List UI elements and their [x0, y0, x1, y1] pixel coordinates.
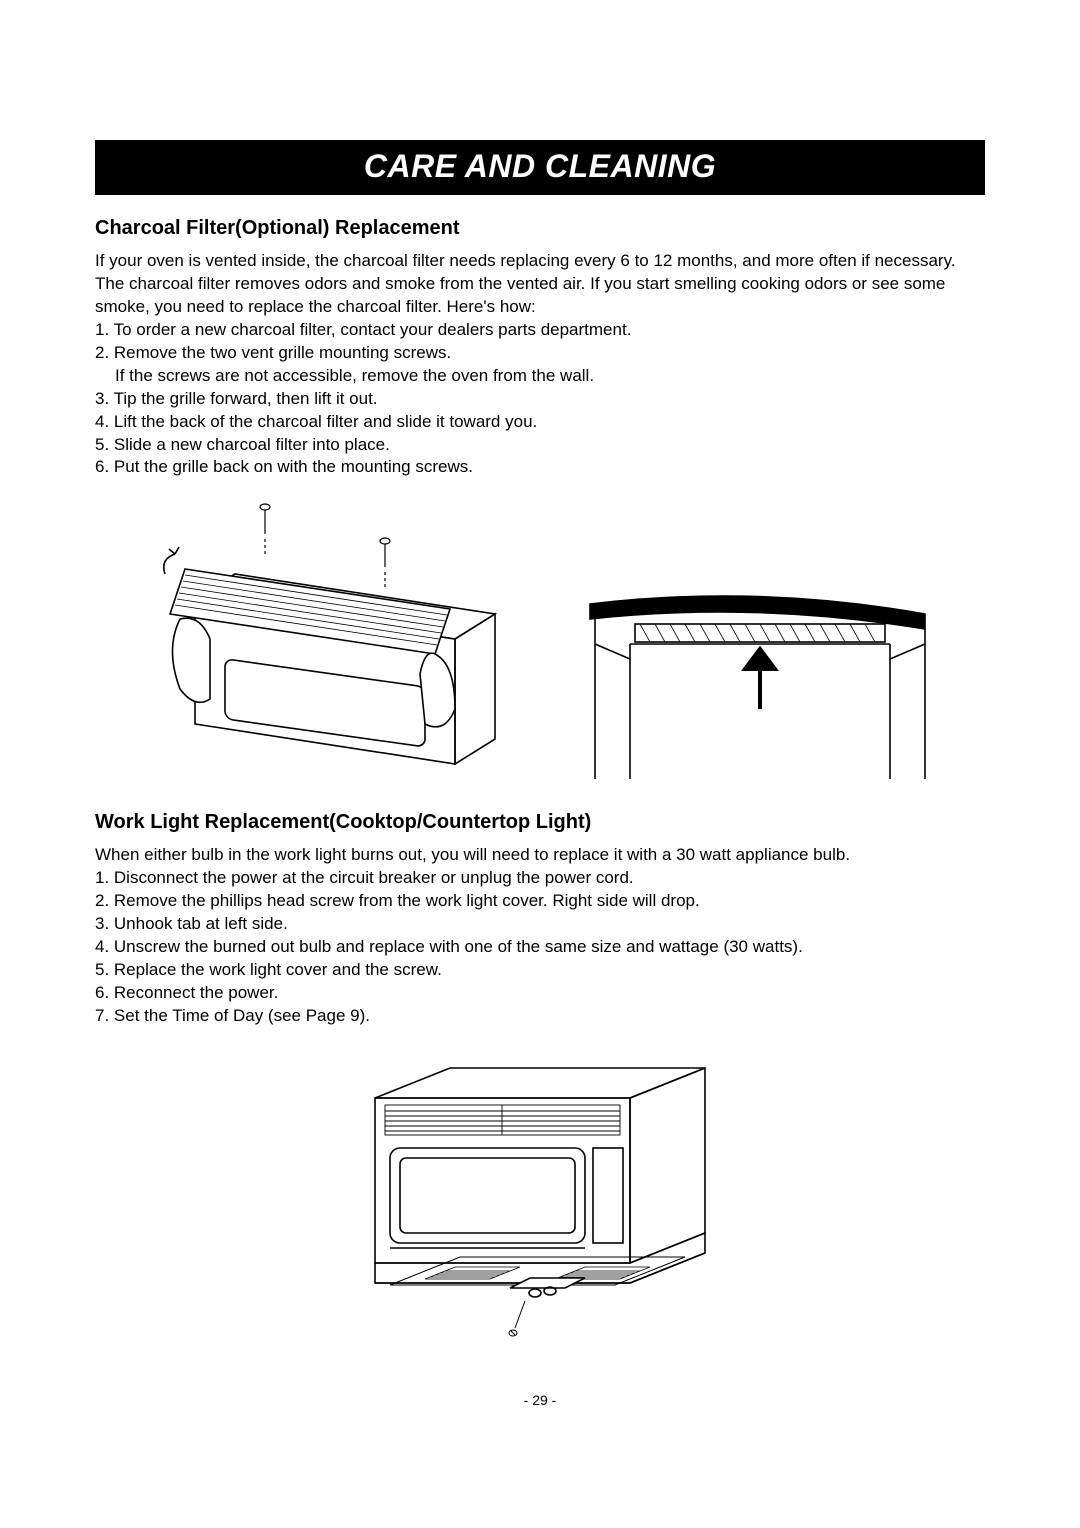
section1-step-1: 1. To order a new charcoal filter, conta… — [95, 319, 985, 342]
section2-step-7: 7. Set the Time of Day (see Page 9). — [95, 1005, 985, 1028]
section1-step-3: 3. Tip the grille forward, then lift it … — [95, 388, 985, 411]
figure-row-1 — [155, 499, 935, 789]
page-banner: CARE AND CLEANING — [95, 140, 985, 195]
worklight-illustration-icon — [355, 1053, 725, 1343]
section2-step-4: 4. Unscrew the burned out bulb and repla… — [95, 936, 985, 959]
figure-center-row — [95, 1053, 985, 1343]
section1-step-6: 6. Put the grille back on with the mount… — [95, 456, 985, 479]
grille-removal-illustration-icon — [155, 499, 515, 789]
section2-step-2: 2. Remove the phillips head screw from t… — [95, 890, 985, 913]
section1-title: Charcoal Filter(Optional) Replacement — [95, 217, 985, 240]
page-container: CARE AND CLEANING Charcoal Filter(Option… — [0, 0, 1080, 1528]
section2-title: Work Light Replacement(Cooktop/Counterto… — [95, 811, 985, 834]
figure-worklight — [355, 1053, 725, 1343]
filter-slide-illustration-icon — [575, 589, 935, 789]
figure-filter-slide — [575, 589, 935, 789]
section2-intro: When either bulb in the work light burns… — [95, 844, 985, 867]
section2-step-6: 6. Reconnect the power. — [95, 982, 985, 1005]
section2-step-5: 5. Replace the work light cover and the … — [95, 959, 985, 982]
section2-step-3: 3. Unhook tab at left side. — [95, 913, 985, 936]
section1-step-4: 4. Lift the back of the charcoal filter … — [95, 411, 985, 434]
section2-step-1: 1. Disconnect the power at the circuit b… — [95, 867, 985, 890]
section1-step-5: 5. Slide a new charcoal filter into plac… — [95, 434, 985, 457]
section1-intro: If your oven is vented inside, the charc… — [95, 250, 985, 319]
page-number: - 29 - — [0, 1392, 1080, 1408]
figure-grille-removal — [155, 499, 515, 789]
section1-step-2-sub: If the screws are not accessible, remove… — [95, 365, 985, 388]
section1-step-2: 2. Remove the two vent grille mounting s… — [95, 342, 985, 365]
